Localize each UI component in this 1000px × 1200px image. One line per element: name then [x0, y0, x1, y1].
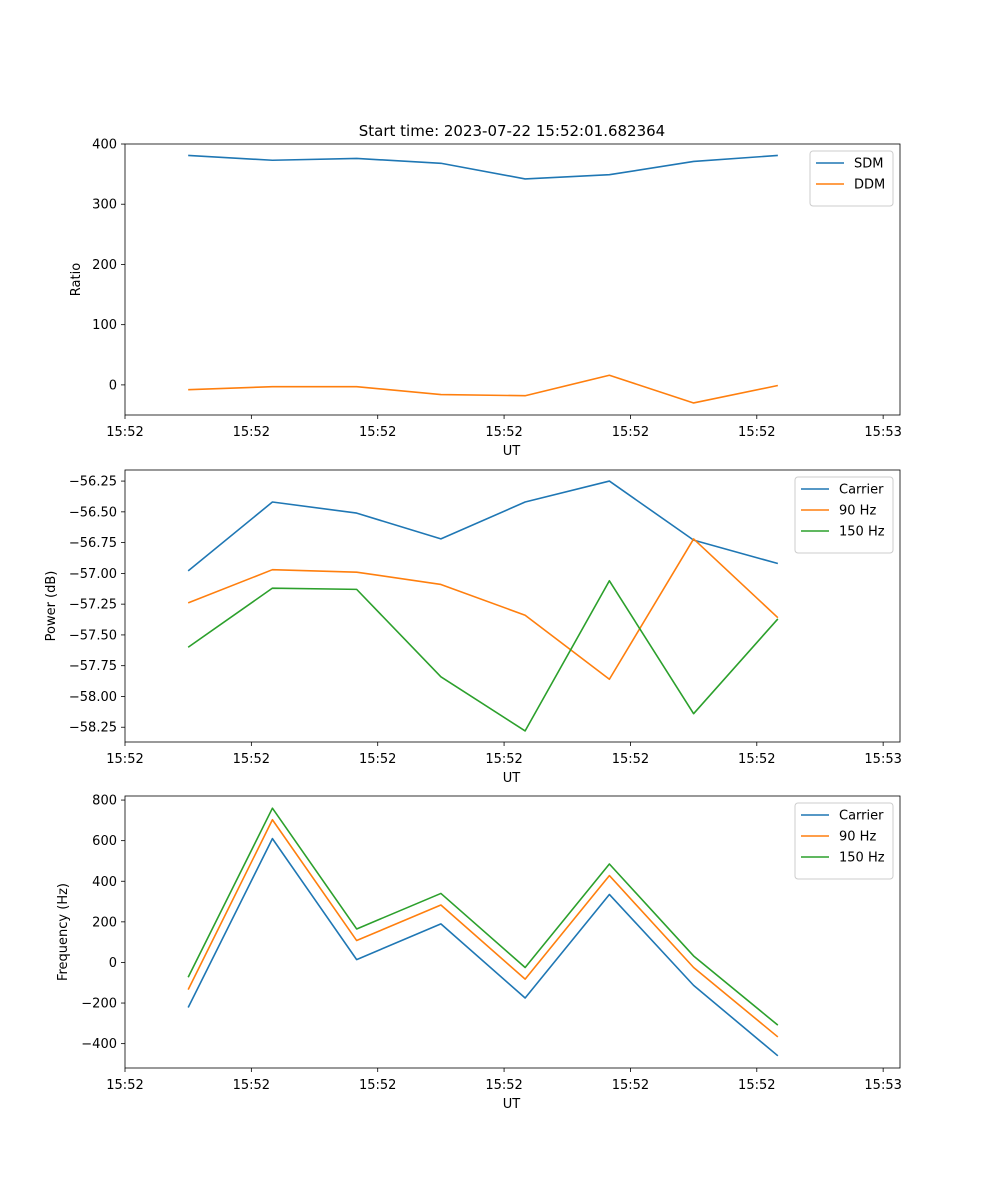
y-tick-label: −400	[81, 1037, 117, 1052]
y-axis-label: Power (dB)	[44, 571, 59, 642]
x-axis-label: UT	[503, 1097, 521, 1112]
axes-frame	[124, 795, 901, 1069]
y-tick-label: −57.75	[69, 659, 117, 674]
ratio-chart-panel: 15:52 15:52 15:52 15:52 15:52 15:52 15:53 0 100 2…	[69, 138, 902, 460]
x-tick-label: 15:52	[106, 1078, 143, 1093]
x-tick-label: 15:52	[233, 425, 270, 440]
y-tick-label: −57.25	[69, 598, 117, 613]
chart-title: Start time: 2023-07-22 15:52:01.682364	[359, 122, 665, 140]
y-axis-label: Frequency (Hz)	[56, 883, 71, 981]
legend-label: DDM	[854, 178, 885, 193]
legend-box	[809, 150, 894, 207]
x-tick-label: 15:52	[738, 1078, 775, 1093]
y-tick-label: 600	[92, 834, 117, 849]
x-tick-label: 15:52	[612, 1078, 649, 1093]
y-tick-label: −200	[81, 997, 117, 1012]
x-tick-label: 15:52	[612, 425, 649, 440]
legend-label: SDM	[854, 157, 883, 172]
legend-label: Carrier	[839, 809, 884, 824]
series-line-90-hz	[187, 818, 779, 1038]
y-tick-label: 800	[92, 794, 117, 809]
x-tick-label: 15:52	[106, 425, 143, 440]
y-tick-label: 400	[92, 875, 117, 890]
y-tick-label: 400	[92, 138, 117, 153]
x-tick-label: 15:52	[485, 752, 522, 767]
y-tick-label: −56.75	[69, 536, 117, 551]
y-tick-label: −57.50	[69, 628, 117, 643]
x-tick-label: 15:52	[485, 1078, 522, 1093]
x-tick-label: 15:52	[612, 752, 649, 767]
y-tick-label: 200	[92, 258, 117, 273]
x-tick-label: 15:52	[359, 752, 396, 767]
y-tick-label: 0	[109, 378, 117, 393]
x-tick-label: 15:52	[233, 1078, 270, 1093]
series-line-90-hz	[187, 538, 779, 681]
x-axis-label: UT	[503, 444, 521, 459]
x-tick-label: 15:52	[233, 752, 270, 767]
x-tick-label: 15:52	[485, 425, 522, 440]
legend-box	[794, 802, 894, 880]
y-tick-label: −58.00	[69, 690, 117, 705]
x-axis-label: UT	[503, 771, 521, 786]
legend-box	[794, 476, 894, 554]
series-line-ddm	[188, 374, 779, 404]
axes-frame	[124, 469, 901, 743]
x-tick-label: 15:52	[106, 752, 143, 767]
x-tick-label: 15:52	[359, 1078, 396, 1093]
y-tick-label: −57.00	[69, 567, 117, 582]
x-tick-label: 15:52	[359, 425, 396, 440]
x-tick-label: 15:52	[738, 752, 775, 767]
y-tick-label: −56.50	[69, 505, 117, 520]
series-line-carrier	[187, 480, 779, 572]
axes-frame	[124, 143, 901, 416]
frequency-chart-panel: 15:52 15:52 15:52 15:52 15:52 15:52 15:53 800 60…	[56, 794, 902, 1112]
series-line-sdm	[188, 154, 778, 180]
legend-label: 90 Hz	[839, 830, 876, 845]
series-line-150-hz	[187, 579, 779, 732]
y-tick-label: −56.25	[69, 475, 117, 490]
y-axis-label: Ratio	[69, 263, 84, 296]
y-tick-label: 100	[92, 318, 117, 333]
legend-label: Carrier	[839, 483, 884, 498]
x-tick-label: 15:52	[738, 425, 775, 440]
x-tick-label: 15:53	[864, 752, 901, 767]
x-tick-label: 15:53	[864, 1078, 901, 1093]
legend-label: 150 Hz	[839, 525, 885, 540]
y-tick-label: 0	[109, 956, 117, 971]
y-tick-label: 300	[92, 198, 117, 213]
legend-label: 90 Hz	[839, 504, 876, 519]
y-tick-label: −58.25	[69, 721, 117, 736]
power-chart-panel: 15:52 15:52 15:52 15:52 15:52 15:52 15:53 −56.2…	[44, 469, 902, 786]
y-tick-label: 200	[92, 915, 117, 930]
legend-label: 150 Hz	[839, 851, 885, 866]
series-line-carrier	[187, 837, 779, 1057]
x-tick-label: 15:53	[864, 425, 901, 440]
series-line-150-hz	[187, 807, 779, 1026]
